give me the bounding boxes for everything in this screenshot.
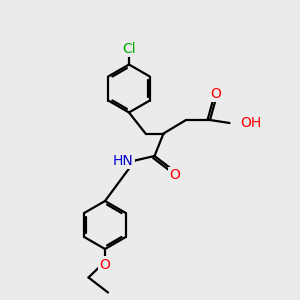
Text: Cl: Cl — [122, 42, 136, 56]
Text: HN: HN — [113, 154, 134, 167]
Text: OH: OH — [240, 116, 261, 130]
Text: O: O — [210, 87, 221, 101]
Text: O: O — [169, 168, 180, 182]
Text: O: O — [100, 258, 110, 272]
